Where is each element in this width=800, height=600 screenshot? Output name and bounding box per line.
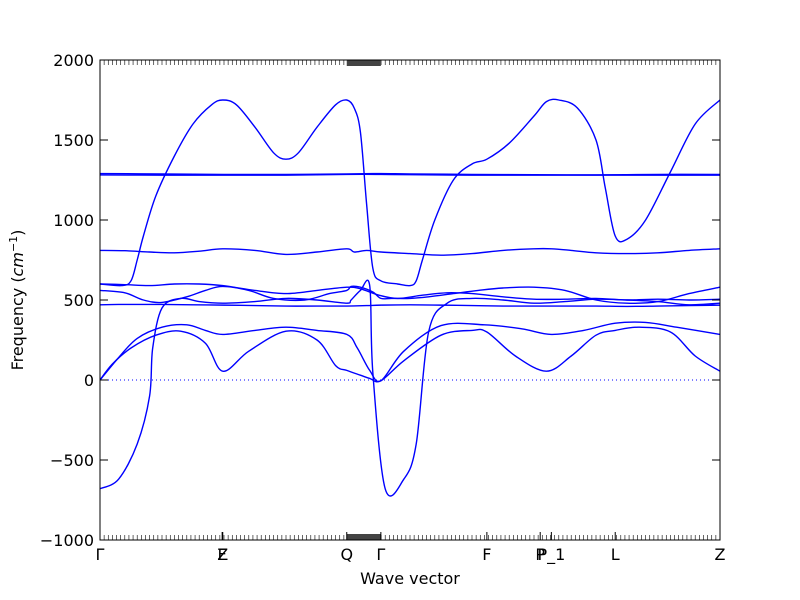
- y-tick-label: 1000: [53, 211, 94, 230]
- y-axis-ticks: −1000 −500 0 500 1000 1500 2000: [40, 51, 720, 550]
- x-axis-ticks: Γ FZ Q Γ F PP_1 L Z: [96, 532, 726, 565]
- band-line-10: [99, 98, 721, 287]
- y-tick-label: 500: [63, 291, 94, 310]
- y-tick-label: −500: [50, 451, 94, 470]
- x-tick-label: F: [218, 545, 227, 564]
- y-axis-label: Frequency (cm−1): [7, 230, 27, 371]
- x-tick-label: Z: [217, 545, 228, 564]
- band-line-7: [99, 247, 721, 256]
- band-line-9: [99, 173, 720, 176]
- band-line-6: [99, 283, 721, 301]
- x-tick-label: L: [611, 545, 620, 564]
- band-line-2: [99, 321, 721, 383]
- series-group: [99, 98, 721, 497]
- x-tick-label: P_1: [537, 545, 565, 565]
- x-tick-label: Γ: [376, 545, 385, 564]
- x-tick-label: F: [482, 545, 491, 564]
- x-tick-label: Q: [340, 545, 353, 564]
- x-tick-label: P: [535, 545, 545, 564]
- y-tick-label: 2000: [53, 51, 94, 70]
- dense-ticks-top: [346, 60, 381, 66]
- y-tick-label: 0: [84, 371, 94, 390]
- band-line-5: [99, 303, 721, 308]
- x-tick-label: Γ: [96, 545, 105, 564]
- band-line-3: [99, 279, 721, 497]
- minor-tick-marks: [99, 60, 721, 540]
- y-tick-label: 1500: [53, 131, 94, 150]
- x-tick-label: Z: [715, 545, 726, 564]
- x-axis-label: Wave vector: [360, 569, 460, 588]
- band-line-1: [99, 326, 721, 383]
- y-tick-label: −1000: [40, 531, 94, 550]
- band-line-4: [99, 285, 721, 304]
- dense-ticks-bottom: [346, 534, 381, 540]
